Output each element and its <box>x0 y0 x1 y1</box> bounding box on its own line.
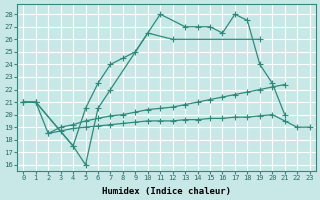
X-axis label: Humidex (Indice chaleur): Humidex (Indice chaleur) <box>102 187 231 196</box>
